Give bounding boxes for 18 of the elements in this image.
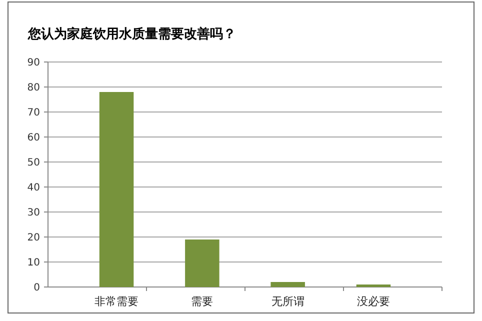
- y-tick-label: 20: [27, 232, 40, 244]
- y-tick-label: 30: [27, 208, 40, 218]
- x-tick-label: 需要: [191, 295, 214, 308]
- y-tick-label: 90: [27, 58, 40, 68]
- x-tick-label: 非常需要: [94, 295, 139, 308]
- bar: [185, 240, 220, 287]
- bar: [270, 282, 305, 287]
- chart-title: 您认为家庭饮用水质量需要改善吗？: [27, 26, 236, 42]
- y-tick-label: 40: [27, 182, 40, 194]
- x-tick-label: 无所谓: [271, 295, 304, 308]
- y-tick-label: 50: [27, 158, 40, 168]
- y-tick-label: 60: [27, 132, 40, 144]
- y-tick-label: 10: [27, 258, 40, 268]
- y-tick-label: 80: [27, 82, 40, 94]
- bar: [99, 92, 134, 287]
- y-tick-label: 70: [27, 108, 40, 118]
- x-tick-label: 没必要: [356, 295, 390, 308]
- y-tick-label: 0: [34, 282, 40, 294]
